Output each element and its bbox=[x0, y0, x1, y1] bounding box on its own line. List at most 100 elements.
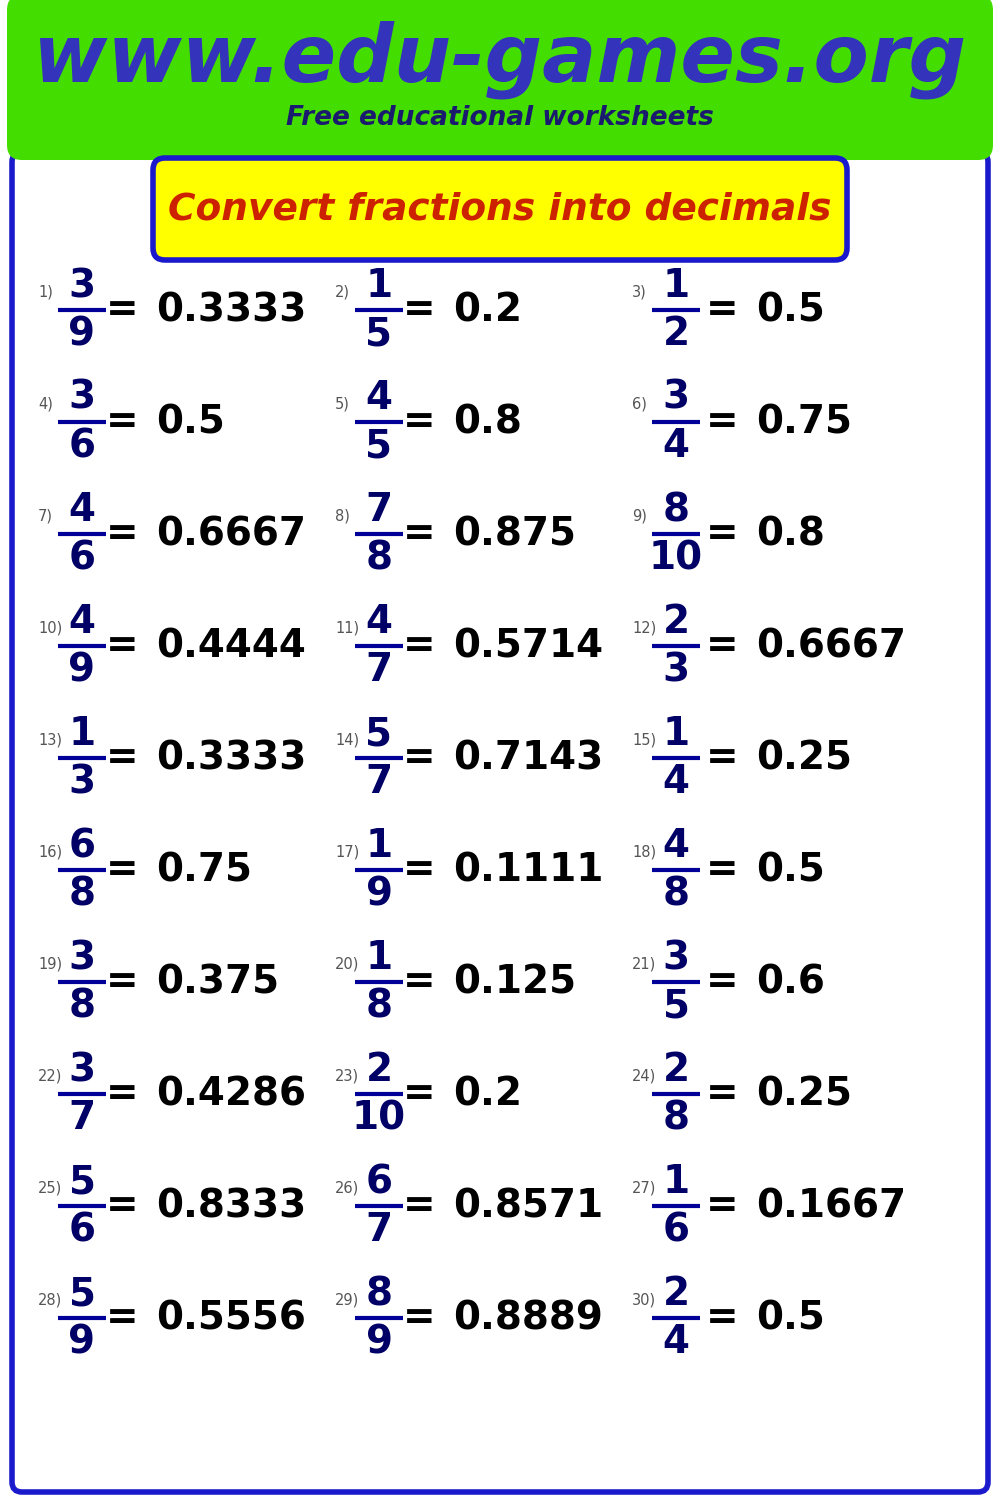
Text: 12): 12) bbox=[632, 621, 656, 636]
Text: 0.4444: 0.4444 bbox=[156, 627, 306, 664]
Text: =: = bbox=[106, 1299, 138, 1336]
Text: =: = bbox=[106, 627, 138, 664]
Text: 0.1111: 0.1111 bbox=[453, 850, 603, 889]
Text: =: = bbox=[106, 850, 138, 889]
Text: 5): 5) bbox=[335, 396, 350, 411]
FancyBboxPatch shape bbox=[153, 158, 847, 260]
Text: 3: 3 bbox=[662, 651, 690, 688]
Text: 21): 21) bbox=[632, 957, 656, 972]
Text: 3: 3 bbox=[662, 380, 690, 417]
Text: 6: 6 bbox=[68, 827, 96, 866]
Text: =: = bbox=[106, 291, 138, 328]
Text: 25): 25) bbox=[38, 1180, 62, 1196]
Text: 6): 6) bbox=[632, 396, 647, 411]
Text: 0.6667: 0.6667 bbox=[156, 514, 306, 554]
Text: 3: 3 bbox=[68, 939, 96, 976]
Text: 0.5556: 0.5556 bbox=[156, 1299, 306, 1336]
Text: 2: 2 bbox=[662, 603, 690, 640]
Text: =: = bbox=[706, 627, 738, 664]
Text: 28): 28) bbox=[38, 1293, 62, 1308]
Text: 2: 2 bbox=[662, 1052, 690, 1089]
Text: 6: 6 bbox=[366, 1162, 392, 1202]
Text: 0.8889: 0.8889 bbox=[453, 1299, 603, 1336]
Text: 8: 8 bbox=[68, 987, 96, 1024]
Text: 15): 15) bbox=[632, 732, 656, 747]
Text: 9: 9 bbox=[68, 315, 96, 352]
Text: =: = bbox=[403, 514, 435, 554]
Text: 8: 8 bbox=[662, 490, 690, 530]
Text: 10: 10 bbox=[649, 538, 703, 578]
Text: 10): 10) bbox=[38, 621, 62, 636]
Text: 1: 1 bbox=[68, 716, 96, 753]
Text: 11): 11) bbox=[335, 621, 359, 636]
Text: 1: 1 bbox=[365, 939, 393, 976]
Text: 18): 18) bbox=[632, 844, 656, 859]
Text: 0.875: 0.875 bbox=[453, 514, 576, 554]
Text: 1): 1) bbox=[38, 285, 53, 300]
Text: 6: 6 bbox=[68, 538, 96, 578]
Text: 6: 6 bbox=[68, 1210, 96, 1249]
Text: 0.5: 0.5 bbox=[756, 291, 825, 328]
Text: 0.8: 0.8 bbox=[756, 514, 825, 554]
Text: =: = bbox=[403, 963, 435, 1000]
Text: =: = bbox=[706, 1186, 738, 1225]
Text: 1: 1 bbox=[662, 267, 690, 305]
Text: =: = bbox=[706, 514, 738, 554]
Text: 0.8: 0.8 bbox=[453, 404, 522, 441]
Text: 0.1667: 0.1667 bbox=[756, 1186, 906, 1225]
Text: =: = bbox=[106, 404, 138, 441]
Text: Free educational worksheets: Free educational worksheets bbox=[286, 105, 714, 130]
Text: 13): 13) bbox=[38, 732, 62, 747]
Text: 0.3333: 0.3333 bbox=[156, 291, 306, 328]
Text: 0.6667: 0.6667 bbox=[756, 627, 906, 664]
Text: 1: 1 bbox=[365, 267, 393, 305]
Text: 7: 7 bbox=[365, 651, 393, 688]
Text: =: = bbox=[706, 291, 738, 328]
Text: 0.8571: 0.8571 bbox=[453, 1186, 603, 1225]
Text: =: = bbox=[106, 1186, 138, 1225]
Text: 0.5: 0.5 bbox=[756, 850, 825, 889]
Text: 0.4286: 0.4286 bbox=[156, 1076, 306, 1113]
Text: 4): 4) bbox=[38, 396, 53, 411]
Text: 8: 8 bbox=[366, 538, 392, 578]
Text: 9: 9 bbox=[68, 651, 96, 688]
Text: 0.2: 0.2 bbox=[453, 1076, 522, 1113]
Text: =: = bbox=[403, 404, 435, 441]
Text: 0.5: 0.5 bbox=[156, 404, 225, 441]
Text: 5: 5 bbox=[366, 716, 392, 753]
Text: 3: 3 bbox=[68, 764, 96, 801]
Text: www.edu-games.org: www.edu-games.org bbox=[33, 21, 967, 99]
Text: 8: 8 bbox=[366, 987, 392, 1024]
Text: 0.7143: 0.7143 bbox=[453, 740, 603, 777]
Text: =: = bbox=[403, 1076, 435, 1113]
Text: 10: 10 bbox=[352, 1100, 406, 1137]
Text: 3: 3 bbox=[662, 939, 690, 976]
FancyBboxPatch shape bbox=[7, 0, 993, 160]
Text: 14): 14) bbox=[335, 732, 359, 747]
Text: 4: 4 bbox=[662, 1323, 690, 1360]
Text: 17): 17) bbox=[335, 844, 359, 859]
Text: 2: 2 bbox=[365, 1052, 393, 1089]
Text: 5: 5 bbox=[68, 1275, 96, 1312]
Text: =: = bbox=[706, 404, 738, 441]
Text: =: = bbox=[403, 740, 435, 777]
Text: 5: 5 bbox=[662, 987, 690, 1024]
Text: 9: 9 bbox=[366, 874, 392, 914]
Text: 4: 4 bbox=[662, 827, 690, 866]
Text: 0.3333: 0.3333 bbox=[156, 740, 306, 777]
Text: 7: 7 bbox=[68, 1100, 96, 1137]
Text: 5: 5 bbox=[366, 427, 392, 465]
Text: 5: 5 bbox=[366, 315, 392, 352]
Text: 7: 7 bbox=[365, 764, 393, 801]
Text: 6: 6 bbox=[68, 427, 96, 465]
Text: 0.125: 0.125 bbox=[453, 963, 576, 1000]
Text: 9): 9) bbox=[632, 509, 647, 524]
Text: 6: 6 bbox=[662, 1210, 690, 1249]
Text: 9: 9 bbox=[68, 1323, 96, 1360]
Text: 3): 3) bbox=[632, 285, 647, 300]
Text: 26): 26) bbox=[335, 1180, 359, 1196]
Text: 27): 27) bbox=[632, 1180, 656, 1196]
Text: 2: 2 bbox=[662, 1275, 690, 1312]
Text: 4: 4 bbox=[366, 603, 392, 640]
Text: 0.75: 0.75 bbox=[756, 404, 852, 441]
